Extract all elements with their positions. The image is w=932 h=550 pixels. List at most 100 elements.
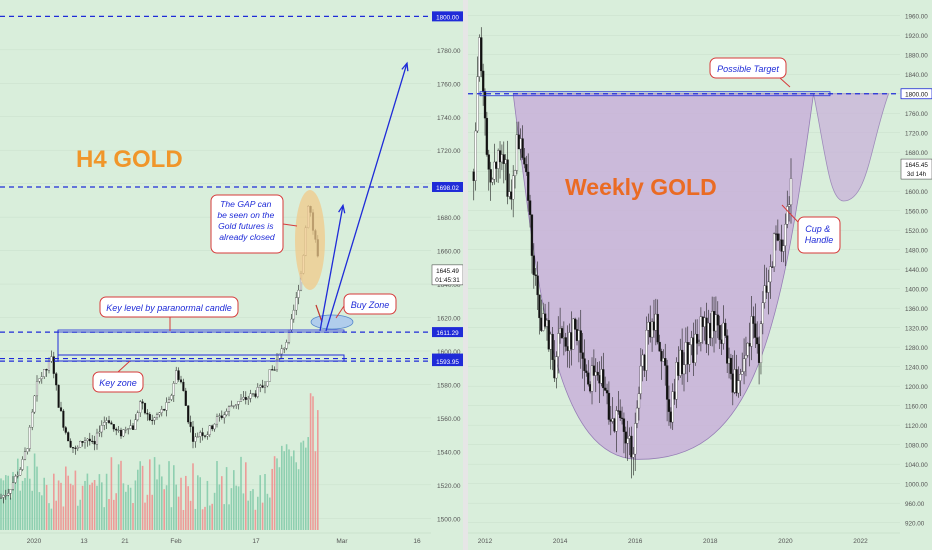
weekly-y-tick: 1360.00 <box>905 306 928 313</box>
h4-candle <box>239 398 243 402</box>
cup-handle-callout-pointer <box>781 204 799 223</box>
weekly-candle <box>551 333 554 360</box>
h4-candle <box>100 425 103 433</box>
weekly-candle <box>787 204 791 207</box>
h4-y-tick: 1780.00 <box>437 48 461 55</box>
h4-volume-bar <box>235 485 237 530</box>
h4-volume-bar <box>283 451 285 530</box>
h4-candle <box>191 426 195 442</box>
weekly-y-tick: 1400.00 <box>905 287 928 294</box>
h4-candle <box>105 420 108 423</box>
h4-volume-bar <box>29 478 31 530</box>
h4-volume-bar <box>50 508 53 530</box>
h4-volume-bar <box>309 393 312 530</box>
h4-candle <box>199 432 202 437</box>
h4-candle <box>26 448 29 452</box>
h4-volume-bar <box>2 480 5 530</box>
weekly-candle <box>733 369 736 393</box>
h4-volume-bar <box>77 505 79 530</box>
weekly-candle <box>588 384 592 392</box>
weekly-candle <box>626 438 629 444</box>
weekly-candle <box>686 342 689 365</box>
weekly-candle <box>619 410 622 419</box>
weekly-candle <box>510 191 513 200</box>
h4-candle <box>242 397 245 400</box>
h4-volume-bar <box>204 506 206 530</box>
h4-candle <box>187 405 190 423</box>
h4-volume-bar <box>65 466 67 530</box>
weekly-candle <box>660 351 663 362</box>
h4-volume-bar <box>213 492 216 530</box>
weekly-candle <box>662 358 665 362</box>
weekly-candle <box>534 274 537 276</box>
h4-candle <box>11 482 15 490</box>
h4-volume-bar <box>108 498 110 530</box>
h4-volume-bar <box>144 502 146 530</box>
h4-candle <box>153 417 156 421</box>
weekly-candle <box>680 349 684 375</box>
weekly-candle <box>506 159 509 197</box>
weekly-candle <box>515 134 519 171</box>
h4-volume-bar <box>0 478 2 530</box>
h4-volume-bar <box>17 458 19 530</box>
h4-volume-bar <box>197 475 199 530</box>
h4-volume-bar <box>110 457 113 530</box>
h4-candle <box>220 415 223 419</box>
h4-panel: H4 GOLD The GAP can be seen on the Gold … <box>0 0 464 550</box>
h4-volume-bar <box>266 493 269 530</box>
weekly-candle <box>677 362 680 376</box>
weekly-candle <box>512 175 515 200</box>
weekly-level-value: 1800.00 <box>905 92 928 99</box>
h4-candle <box>268 369 271 382</box>
h4-volume-bar <box>91 482 93 530</box>
h4-candle <box>292 309 295 320</box>
h4-volume-bar <box>168 461 170 530</box>
h4-candle <box>28 426 31 449</box>
weekly-candle <box>682 364 686 375</box>
h4-candle <box>261 385 264 388</box>
weekly-candle <box>635 407 639 424</box>
h4-volume-bar <box>163 489 165 530</box>
weekly-x-tick: 2020 <box>778 538 793 545</box>
h4-candle <box>283 348 286 350</box>
h4-volume-bar <box>151 494 153 530</box>
weekly-candle <box>630 435 633 458</box>
weekly-candle <box>675 362 678 400</box>
weekly-candle <box>602 369 605 389</box>
weekly-candle <box>572 318 575 350</box>
h4-candle <box>170 395 173 400</box>
h4-volume-bar <box>125 491 127 530</box>
h4-volume-bar <box>249 491 252 530</box>
weekly-candle <box>639 365 642 394</box>
h4-x-tick: Feb <box>170 538 182 545</box>
weekly-level-tag <box>900 88 932 100</box>
h4-candle <box>167 399 171 403</box>
weekly-candle <box>756 337 759 345</box>
weekly-candle <box>744 355 748 359</box>
h4-candle <box>74 447 77 449</box>
weekly-candle <box>560 328 564 339</box>
gap-callout: The GAP can be seen on the Gold futures … <box>210 194 298 254</box>
weekly-candle <box>707 322 710 345</box>
h4-volume-bar <box>120 460 122 530</box>
h4-candle <box>23 451 27 460</box>
h4-volume-bar <box>48 503 50 530</box>
h4-candle <box>211 425 214 430</box>
weekly-candle <box>726 335 729 364</box>
h4-time-axis: 2020 13 21 Feb 17 Mar 16 <box>0 532 431 545</box>
weekly-x-tick: 2022 <box>853 538 868 545</box>
h4-candle <box>146 412 149 415</box>
target-callout: Possible Target <box>709 57 791 88</box>
h4-volume-bar <box>81 485 84 530</box>
h4-volume-bar <box>242 493 245 530</box>
h4-candle <box>127 428 130 430</box>
weekly-candle <box>532 255 535 275</box>
h4-candle <box>151 419 154 421</box>
weekly-y-tick: 1200.00 <box>905 384 928 391</box>
h4-volume-bar <box>84 480 86 530</box>
h4-candle <box>182 381 185 392</box>
weekly-candle <box>778 239 781 241</box>
h4-candle <box>271 369 274 371</box>
h4-level-value: 1593.95 <box>436 359 459 366</box>
